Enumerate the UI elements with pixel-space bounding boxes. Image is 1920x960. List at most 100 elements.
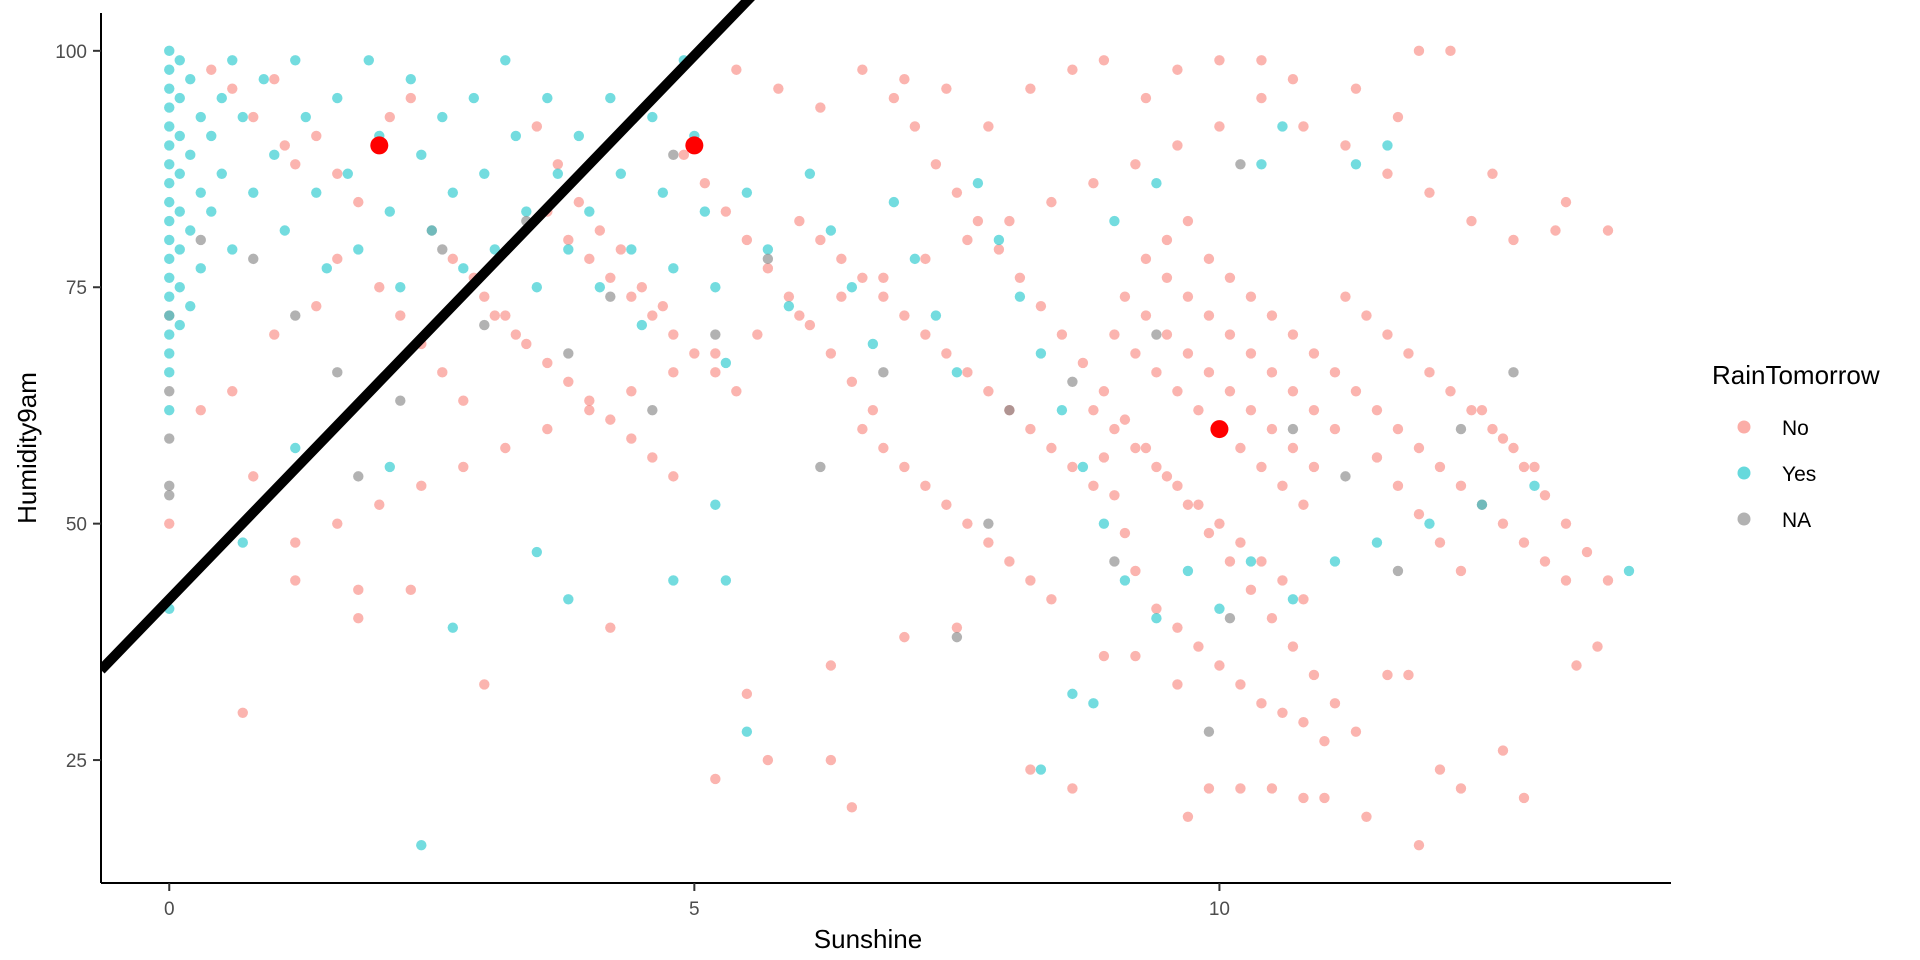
point-no: [846, 376, 858, 388]
point-no: [731, 386, 742, 397]
point-na: [195, 234, 206, 246]
point-no: [290, 575, 301, 586]
point-na: [563, 348, 574, 359]
legend-key-na: [1737, 512, 1751, 526]
point-no: [1308, 461, 1320, 473]
point-yes: [290, 55, 301, 66]
point-yes: [510, 130, 522, 142]
point-no: [573, 196, 585, 208]
point-no: [1130, 159, 1141, 170]
point-no: [1434, 537, 1446, 548]
point-no: [206, 64, 217, 75]
point-yes: [269, 149, 280, 161]
point-no: [1350, 386, 1362, 397]
point-no: [1340, 291, 1351, 302]
point-no: [710, 367, 721, 378]
legend-label-yes: Yes: [1782, 463, 1816, 486]
point-no: [878, 272, 889, 283]
point-no: [1161, 234, 1173, 246]
point-no: [584, 253, 595, 265]
point-yes: [479, 168, 490, 179]
point-yes: [248, 187, 259, 198]
point-yes: [1371, 537, 1383, 548]
point-no: [983, 121, 994, 132]
point-no: [710, 348, 721, 359]
point-yes: [1350, 159, 1362, 170]
point-no: [290, 537, 301, 548]
point-yes: [164, 64, 175, 75]
point-yes: [657, 187, 669, 198]
point-no: [1350, 726, 1362, 737]
point-na: [1235, 159, 1246, 170]
point-no: [1476, 404, 1488, 416]
point-no: [1182, 348, 1194, 359]
point-no: [878, 291, 889, 302]
point-yes: [647, 111, 658, 123]
point-no: [1592, 641, 1603, 652]
point-no: [1455, 783, 1467, 794]
point-no: [1161, 329, 1173, 340]
point-yes: [164, 329, 175, 340]
point-no: [1151, 603, 1162, 614]
point-yes: [227, 244, 238, 255]
point-no: [1413, 508, 1425, 520]
point-no: [1130, 442, 1141, 454]
point-no: [1172, 679, 1183, 690]
point-no: [951, 622, 963, 633]
point-no: [1319, 792, 1330, 804]
point-yes: [825, 225, 837, 236]
point-no: [1455, 565, 1467, 577]
point-na: [605, 291, 616, 302]
point-no: [552, 159, 564, 170]
point-yes: [164, 310, 175, 321]
point-yes: [615, 168, 627, 179]
point-no: [1287, 73, 1299, 85]
point-no: [1298, 121, 1309, 132]
point-yes: [174, 282, 185, 293]
point-no: [1182, 811, 1194, 823]
point-no: [1098, 650, 1110, 662]
point-yes: [1287, 594, 1299, 605]
point-yes: [668, 263, 679, 274]
point-no: [668, 367, 679, 378]
point-yes: [1182, 565, 1194, 577]
point-no: [1214, 121, 1225, 132]
point-no: [1224, 272, 1236, 283]
point-yes: [720, 575, 732, 586]
point-no: [1151, 367, 1162, 378]
point-no: [1266, 613, 1278, 624]
point-yes: [741, 187, 753, 198]
point-no: [941, 83, 952, 94]
point-yes: [1109, 215, 1120, 227]
point-no: [941, 348, 952, 359]
highlight-point: [685, 136, 704, 155]
point-yes: [164, 159, 175, 170]
point-no: [311, 300, 322, 312]
point-no: [500, 310, 511, 321]
point-no: [804, 319, 816, 331]
point-yes: [584, 206, 595, 217]
point-yes: [1424, 518, 1435, 529]
point-yes: [500, 55, 511, 66]
point-no: [1287, 641, 1299, 652]
point-yes: [363, 55, 374, 66]
point-yes: [164, 367, 175, 378]
point-yes: [1098, 518, 1110, 529]
point-no: [846, 802, 858, 813]
point-yes: [290, 442, 301, 454]
point-no: [290, 159, 301, 170]
point-no: [1361, 310, 1372, 321]
point-na: [1203, 726, 1215, 737]
point-no: [1571, 660, 1582, 671]
point-no: [1214, 518, 1225, 529]
point-na: [668, 149, 679, 161]
point-na: [815, 461, 826, 473]
point-no: [762, 754, 774, 766]
point-no: [1413, 45, 1425, 57]
point-no: [1203, 367, 1215, 378]
point-no: [794, 310, 805, 321]
point-no: [1235, 442, 1246, 454]
point-no: [500, 442, 511, 454]
point-no: [920, 480, 931, 492]
point-no: [1298, 499, 1309, 510]
